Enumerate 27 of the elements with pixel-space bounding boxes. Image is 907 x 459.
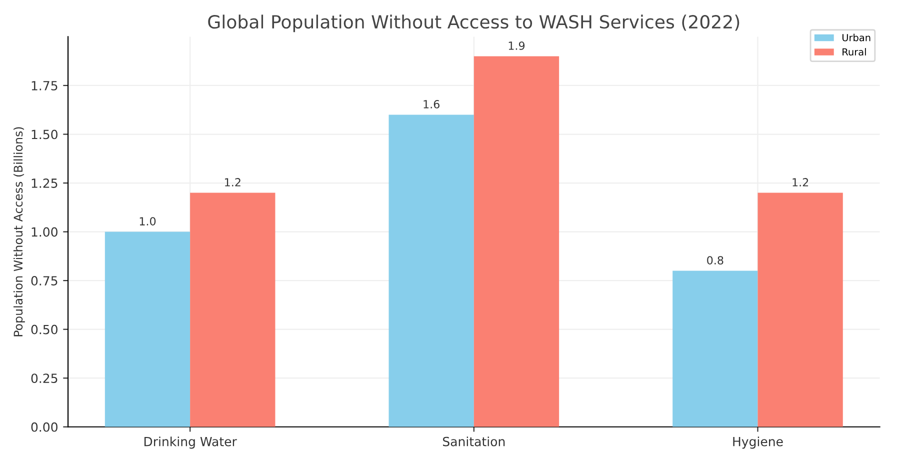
- chart-title: Global Population Without Access to WASH Services (2022): [208, 14, 740, 32]
- y-tick-label: 0.75: [31, 276, 58, 286]
- bar: [190, 192, 276, 427]
- y-tick-label: 0.00: [31, 422, 58, 432]
- data-label: 1.6: [424, 100, 440, 108]
- bar: [672, 270, 758, 427]
- y-tick-label: 1.75: [32, 81, 58, 90]
- x-tick-label: Sanitation: [442, 436, 505, 446]
- data-label: 1.2: [792, 178, 808, 186]
- legend-label: Rural: [842, 48, 866, 56]
- y-tick-label: 0.25: [31, 374, 58, 384]
- data-label: 1.2: [225, 178, 240, 186]
- bar: [388, 114, 474, 427]
- y-tick-label: 0.50: [31, 324, 58, 334]
- data-label: 1.9: [508, 42, 525, 50]
- bar: [758, 192, 843, 427]
- y-tick-label: 1.25: [32, 178, 58, 188]
- bar: [104, 232, 190, 427]
- x-tick-label: Hygiene: [733, 436, 783, 449]
- y-tick-label: 1.50: [32, 130, 58, 140]
- data-label: 1.0: [140, 217, 156, 226]
- y-tick-label: 1.00: [32, 227, 58, 237]
- legend-label: Urban: [842, 34, 870, 42]
- data-label: 0.8: [707, 256, 724, 264]
- y-axis-title: Population Without Access (Billions): [13, 127, 25, 336]
- bar: [474, 56, 560, 427]
- x-tick-label: Drinking Water: [144, 436, 237, 449]
